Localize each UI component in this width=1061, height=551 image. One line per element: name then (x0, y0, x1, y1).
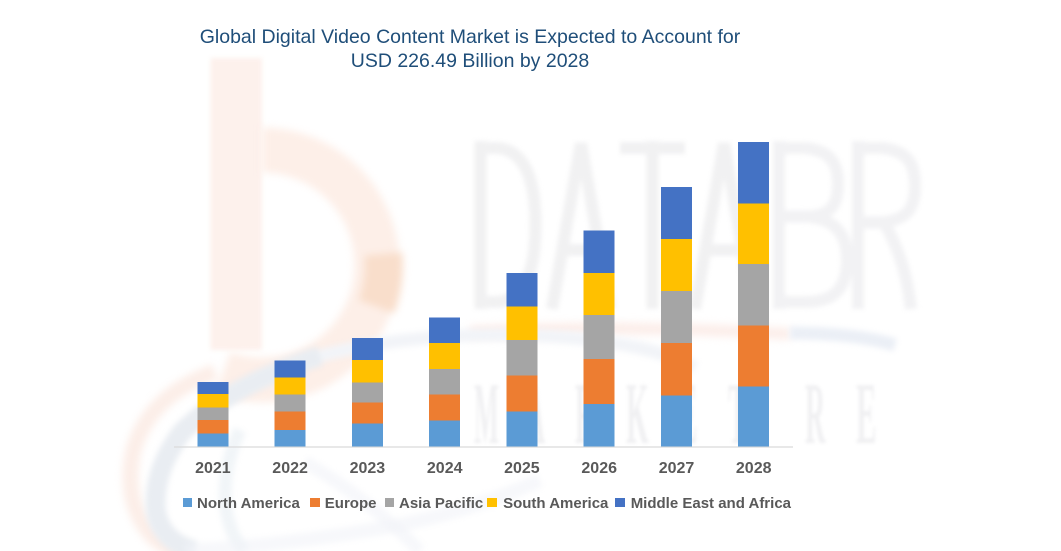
svg-text:R: R (805, 366, 826, 463)
svg-text:M: M (474, 366, 499, 464)
svg-text:E: E (856, 366, 877, 463)
svg-text:K: K (626, 366, 649, 463)
